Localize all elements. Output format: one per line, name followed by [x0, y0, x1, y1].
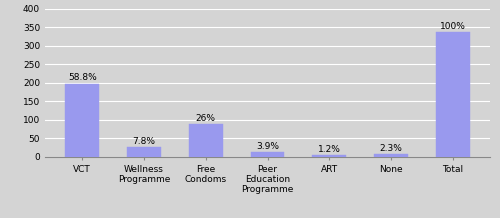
Text: 100%: 100% [440, 22, 466, 31]
Text: 7.8%: 7.8% [132, 137, 156, 146]
Text: 1.2%: 1.2% [318, 145, 340, 154]
Bar [436, 32, 470, 157]
Bar [250, 152, 284, 157]
Text: 26%: 26% [196, 114, 216, 123]
Bar [127, 147, 161, 157]
Text: 2.3%: 2.3% [380, 144, 402, 153]
Text: 3.9%: 3.9% [256, 142, 279, 151]
Text: 58.8%: 58.8% [68, 73, 96, 82]
Bar [65, 83, 99, 157]
Bar [374, 154, 408, 157]
Bar [312, 155, 346, 157]
Bar [189, 124, 222, 157]
